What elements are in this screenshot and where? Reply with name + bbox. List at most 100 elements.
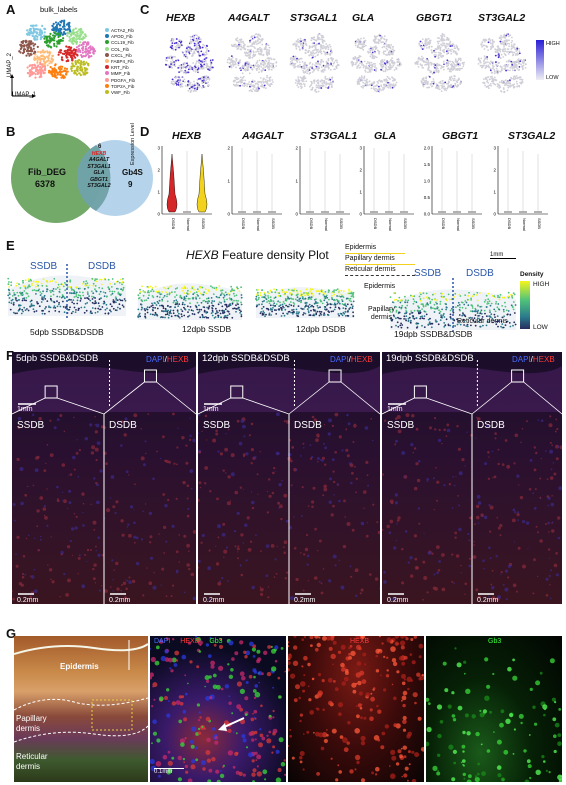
feature-point <box>232 63 234 66</box>
density-point <box>215 310 218 312</box>
feature-point <box>456 46 458 49</box>
feature-point <box>289 63 292 66</box>
umap-point <box>75 34 78 37</box>
density-point <box>121 299 124 302</box>
feature-point <box>327 87 330 89</box>
feature-point <box>257 64 259 66</box>
feature-point <box>315 39 318 42</box>
feature-point <box>518 52 521 55</box>
feature-point <box>304 49 307 51</box>
feature-point <box>207 81 209 84</box>
feature-point <box>490 42 492 45</box>
density-point <box>200 285 203 288</box>
umap-point <box>41 35 44 39</box>
feature-point <box>268 68 271 70</box>
feature-point <box>422 85 425 88</box>
feature-point <box>293 66 296 69</box>
feature-point <box>177 59 180 62</box>
feature-point <box>440 67 442 70</box>
feature-point <box>323 69 326 71</box>
feature-point <box>508 39 510 42</box>
feature-point <box>178 78 181 80</box>
density-point <box>100 278 103 281</box>
feature-plot-title: ST3GAL1 <box>290 12 338 24</box>
feature-point <box>477 58 480 61</box>
feature-point <box>323 79 326 82</box>
feature-point <box>368 48 371 50</box>
feature-point <box>331 81 333 84</box>
feature-point <box>455 44 458 47</box>
density-point <box>178 303 181 305</box>
feature-point <box>510 44 513 46</box>
density-point <box>102 291 105 293</box>
density-point <box>117 288 119 290</box>
density-point <box>86 284 89 287</box>
umap-point <box>84 35 87 38</box>
density-point <box>56 286 59 289</box>
feature-point <box>266 57 269 60</box>
feature-point <box>205 79 208 81</box>
density-point <box>137 315 140 318</box>
feature-point <box>272 63 274 66</box>
feature-point <box>331 65 334 67</box>
feature-point <box>298 66 301 68</box>
density-point <box>108 287 110 290</box>
density-point <box>39 291 42 293</box>
density-point <box>40 282 43 285</box>
umap-point <box>53 36 56 39</box>
feature-point <box>453 65 456 68</box>
umap-axis-y: UMAP_2 <box>7 52 14 78</box>
umap-point <box>84 41 87 44</box>
legend-label: FABP4_Fib <box>111 59 134 65</box>
feature-point <box>424 79 427 82</box>
feature-point <box>452 51 455 53</box>
umap-point <box>20 46 23 49</box>
density-point <box>51 289 54 292</box>
density-point <box>309 305 312 308</box>
feature-point <box>370 46 372 49</box>
feature-point <box>260 39 262 41</box>
legend-swatch <box>105 77 109 82</box>
density-plot-title: HEXB Feature density Plot <box>186 248 329 262</box>
feature-point <box>507 50 509 53</box>
feature-point <box>450 83 452 86</box>
density-point <box>219 294 222 297</box>
feature-point <box>424 40 427 43</box>
density-point <box>28 280 30 282</box>
feature-point <box>490 60 492 63</box>
feature-point <box>228 62 231 65</box>
umap-point <box>53 34 57 38</box>
feature-point <box>505 60 508 63</box>
feature-point <box>372 82 375 85</box>
density-point <box>317 306 320 309</box>
feature-point <box>231 56 234 59</box>
density-point <box>221 309 224 312</box>
umap-point <box>38 31 42 34</box>
violin-group-label: Normal <box>324 218 329 231</box>
umap-point <box>59 71 62 74</box>
umap-point <box>41 55 44 58</box>
feature-point <box>386 68 389 71</box>
density-point <box>144 309 147 312</box>
feature-point <box>301 77 304 79</box>
density-point <box>83 311 86 314</box>
density-point <box>211 300 214 302</box>
feature-point <box>205 64 208 67</box>
feature-point <box>374 66 376 69</box>
umap-point <box>35 68 38 71</box>
feature-point <box>389 46 391 49</box>
feature-point <box>495 79 498 82</box>
feature-point <box>427 37 430 40</box>
density-point <box>120 281 123 284</box>
umap-point <box>48 54 51 57</box>
feature-point <box>251 79 254 82</box>
umap-point <box>57 71 60 74</box>
feature-point <box>259 46 261 49</box>
umap-point <box>25 50 29 53</box>
feature-point <box>501 40 504 43</box>
feature-point <box>202 52 205 55</box>
feature-point <box>391 52 394 55</box>
density-point <box>94 288 96 291</box>
umap-point <box>25 32 29 36</box>
feature-point <box>233 45 236 48</box>
